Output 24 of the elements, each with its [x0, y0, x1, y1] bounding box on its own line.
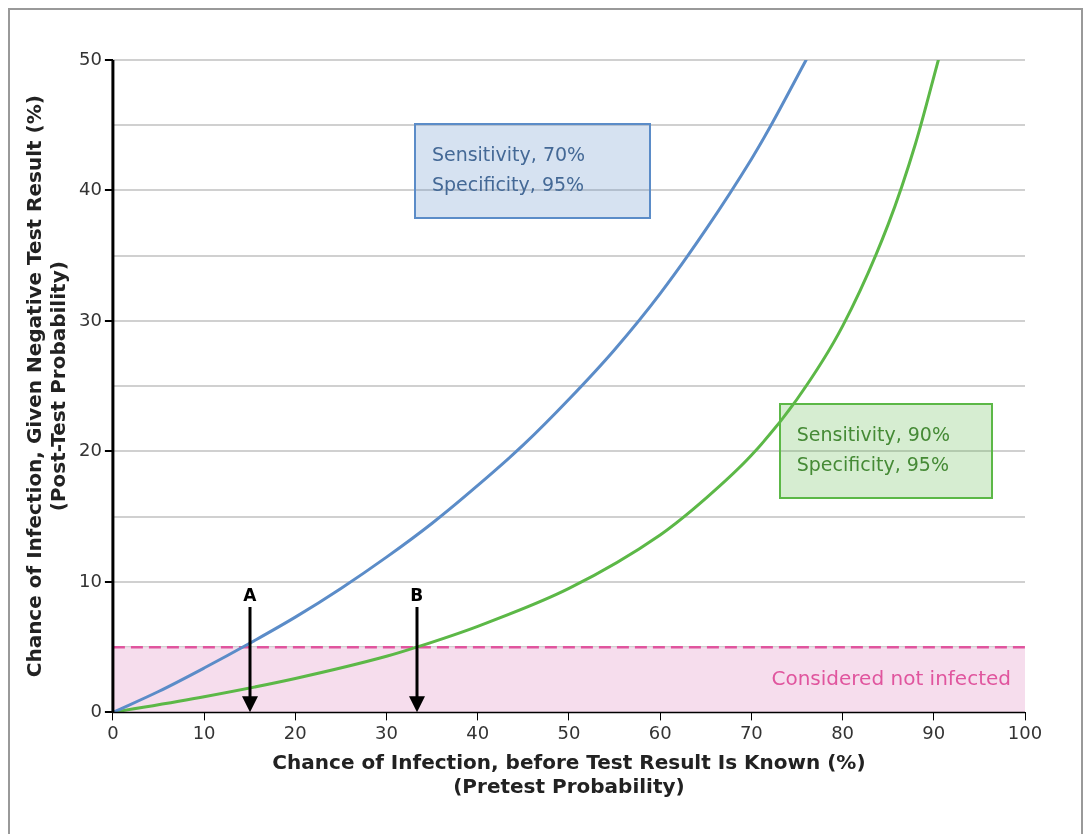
series-label: Sensitivity, 90% Specificity, 95%: [796, 422, 950, 478]
text: Sensitivity, 70% Specificity, 95%: [431, 141, 586, 197]
x-axis-title: Chance of Infection, before Test Result Is Known (%) (Pretest Probability): [272, 750, 866, 799]
annotation: A: [243, 585, 258, 606]
x-tick-label: 40: [466, 721, 490, 743]
y-tick-label: 10: [79, 569, 102, 591]
x-tick-label: 50: [557, 721, 581, 743]
x-tick-label: 90: [922, 721, 946, 743]
x-tick-label: 70: [739, 721, 763, 743]
y-tick-label: 20: [79, 439, 102, 461]
band-label: Considered not infected: [771, 665, 1011, 690]
y-tick-label: 30: [79, 308, 102, 330]
x-tick-label: 80: [831, 721, 855, 743]
y-tick-label: 50: [79, 47, 102, 69]
x-tick-label: 30: [375, 721, 398, 743]
y-axis-title: Chance of Infection, Given Negative Test Result (%) (Post-Test Probability): [22, 95, 71, 678]
annotation: B: [410, 585, 424, 606]
x-tick-label: 60: [648, 721, 672, 743]
x-tick-label: 0: [107, 721, 119, 743]
x-tick-label: 10: [192, 721, 216, 743]
x-tick-label: 100: [1007, 721, 1043, 743]
y-tick-label: 40: [79, 178, 102, 200]
y-tick-label: 0: [90, 700, 102, 722]
x-tick-label: 20: [283, 721, 307, 743]
